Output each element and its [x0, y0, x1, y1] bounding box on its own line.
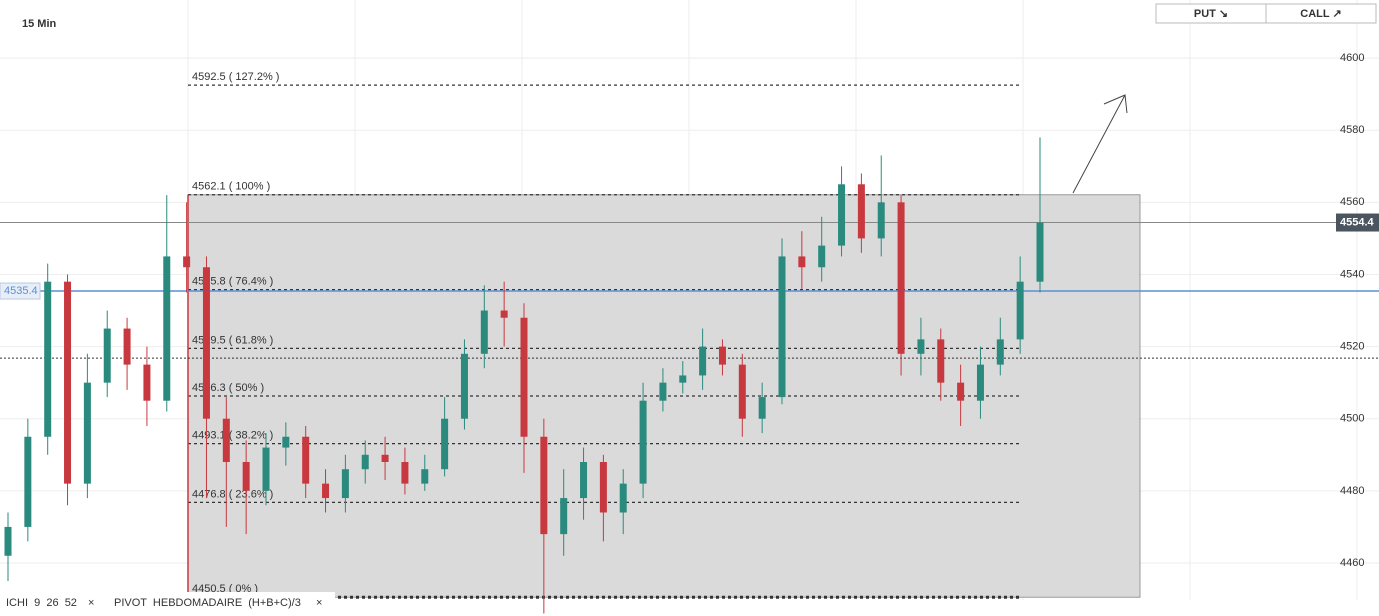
y-tick-label: 4540	[1340, 268, 1364, 280]
candle-body	[24, 436, 32, 527]
candle-body	[282, 436, 290, 448]
candle-body	[540, 436, 548, 535]
candle-body	[679, 375, 687, 383]
candle-body	[619, 483, 627, 513]
candle-body	[659, 382, 667, 401]
y-tick-label: 4600	[1340, 52, 1364, 64]
candle-body	[4, 526, 12, 556]
candle-body	[937, 339, 945, 383]
candle-body	[917, 339, 925, 354]
last-price-box	[1336, 213, 1379, 232]
candle-body	[838, 184, 846, 246]
call-label[interactable]: CALL ↗	[1300, 8, 1341, 20]
fib-label: 4506.3 ( 50% )	[192, 382, 264, 394]
candle-body	[143, 364, 151, 401]
last-price-label: 4554.4	[1340, 216, 1375, 228]
candle-body	[222, 418, 230, 462]
candle-body	[361, 454, 369, 470]
candle-body	[778, 256, 786, 398]
indicator-bar	[0, 592, 335, 616]
indicator-close: ×	[316, 597, 322, 609]
candle-body	[798, 256, 806, 268]
y-tick-label: 4460	[1340, 557, 1364, 569]
y-tick-label: 4520	[1340, 340, 1364, 352]
fib-label: 4592.5 ( 127.2% )	[192, 71, 279, 83]
candle-body	[957, 382, 965, 401]
candle-body	[64, 281, 72, 484]
candle-body	[401, 462, 409, 484]
candle-body	[302, 436, 310, 484]
candle-body	[699, 346, 707, 376]
candle-body	[520, 317, 528, 437]
fib-label: 4562.1 ( 100% )	[192, 181, 270, 193]
candle-body	[183, 256, 191, 268]
candle-body	[857, 184, 865, 239]
candle-body	[460, 353, 468, 419]
candle-body	[1016, 281, 1024, 340]
candle-body	[639, 400, 647, 484]
candle-body	[322, 483, 330, 499]
candle-body	[996, 339, 1004, 365]
candle-body	[560, 498, 568, 535]
candle-body	[123, 328, 131, 365]
indicator-close: ×	[88, 597, 94, 609]
candle-body	[599, 462, 607, 513]
timeframe: 15 Min	[22, 18, 57, 30]
trade-buttons: PUT ↘ CALL ↗	[1155, 3, 1377, 24]
candle-body	[262, 447, 270, 491]
fib-label: 4493.1 ( 38.2% )	[192, 430, 273, 442]
alert-box	[0, 282, 41, 300]
candle-body	[818, 245, 826, 268]
candle-body	[44, 281, 52, 437]
candle-body	[202, 267, 210, 419]
y-tick-label: 4560	[1340, 196, 1364, 208]
call-button[interactable]	[1265, 3, 1377, 24]
candle-body	[480, 310, 488, 354]
candle-body	[381, 454, 389, 462]
indicator-name: PIVOT HEBDOMADAIRE (H+B+C)/3	[114, 597, 301, 609]
candle-body	[83, 382, 91, 484]
candle-body	[163, 256, 171, 401]
candle-body	[341, 469, 349, 499]
fib-label: 4519.5 ( 61.8% )	[192, 334, 273, 346]
candle-body	[738, 364, 746, 419]
candle-body	[441, 418, 449, 470]
candle-body	[976, 364, 984, 401]
candle-body	[421, 469, 429, 484]
y-tick-label: 4480	[1340, 485, 1364, 497]
candle-body	[1036, 222, 1044, 282]
candle-body	[897, 202, 905, 354]
projection-arrow	[1072, 94, 1128, 194]
y-tick-label: 4500	[1340, 413, 1364, 425]
put-label[interactable]: PUT ↘	[1194, 8, 1228, 20]
candle-body	[242, 462, 250, 491]
candle-body	[103, 328, 111, 383]
fib-label: 4535.8 ( 76.4% )	[192, 276, 273, 288]
alert-label: 4535.4	[4, 285, 38, 297]
indicator-name: ICHI 9 26 52	[6, 597, 77, 609]
candle-body	[580, 462, 588, 499]
y-tick-label: 4580	[1340, 124, 1364, 136]
candle-body	[500, 310, 508, 318]
candle-body	[718, 346, 726, 365]
fib-label: 4476.8 ( 23.6% )	[192, 488, 273, 500]
candle-body	[877, 202, 885, 239]
candle-body	[758, 397, 766, 419]
